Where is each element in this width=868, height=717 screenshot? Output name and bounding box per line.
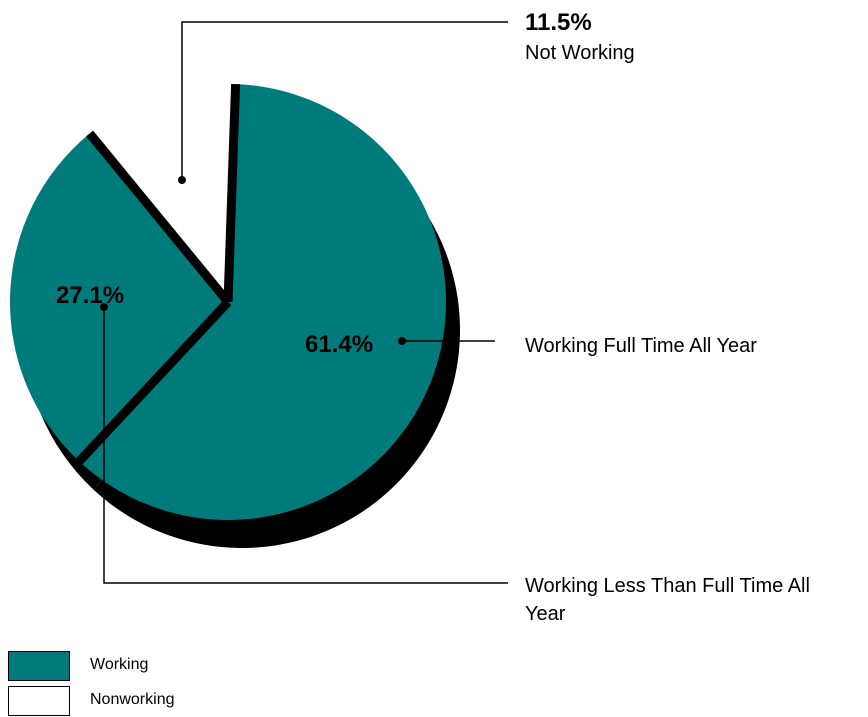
slice-divider-1 xyxy=(223,83,241,303)
legend-swatch-working xyxy=(8,651,70,681)
slice-value-label-not-working: 11.5% xyxy=(525,9,592,36)
leader-line-not-working xyxy=(181,21,508,180)
slice-labels: 61.4% 27.1% 11.5% Not Working Working Fu… xyxy=(56,9,816,625)
legend-label-working: Working xyxy=(90,656,149,673)
slice-divider-3 xyxy=(86,130,232,305)
legend-swatch-nonworking xyxy=(8,686,70,716)
leader-lines xyxy=(100,21,508,584)
slice-value-label-part-time: 27.1% xyxy=(56,282,124,309)
leader-dot-not-working xyxy=(178,176,186,184)
slice-name-label-full-time: Working Full Time All Year xyxy=(525,335,757,357)
leader-dot-part-time xyxy=(100,303,108,311)
leader-dot-full-time xyxy=(398,337,406,345)
legend-label-nonworking: Nonworking xyxy=(90,691,175,708)
pie-slices xyxy=(9,83,446,520)
slice-full-time xyxy=(79,84,446,520)
slice-name-label-part-time-line2: Year xyxy=(525,603,566,625)
leader-line-part-time xyxy=(103,307,508,584)
slice-not-working xyxy=(89,83,236,302)
slice-name-label-part-time: Working Less Than Full Time All Year xyxy=(525,575,816,625)
slice-name-label-not-working: Not Working xyxy=(525,42,635,64)
slice-part-time xyxy=(9,133,228,462)
slice-name-label-part-time-line1: Working Less Than Full Time All xyxy=(525,575,810,597)
slice-value-label-full-time: 61.4% xyxy=(305,331,373,358)
